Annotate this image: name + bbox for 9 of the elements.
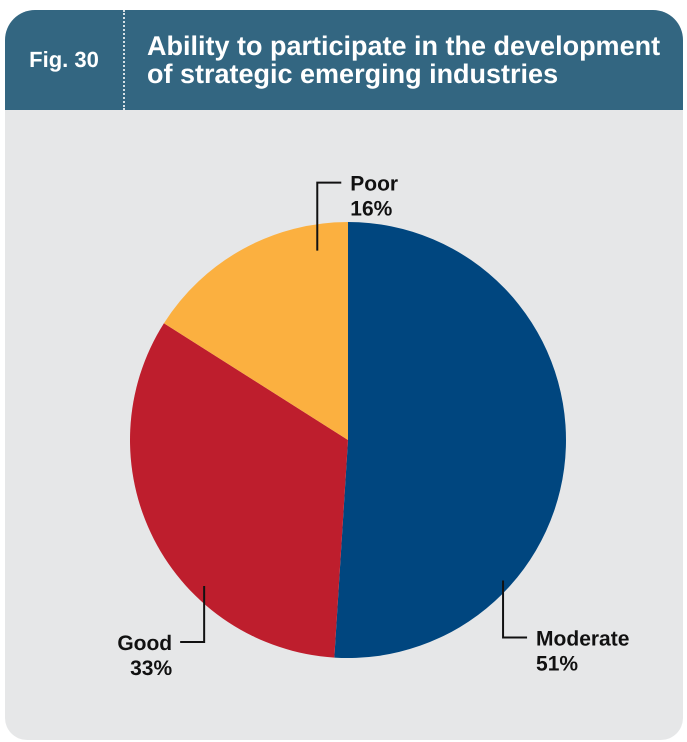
slice-label: Poor [350, 172, 398, 196]
pie-slice [164, 222, 348, 440]
slice-label: Moderate [536, 628, 630, 651]
data-label: 51% [536, 652, 578, 676]
slice-label: Good [117, 632, 172, 655]
data-label: 33% [130, 656, 172, 680]
data-label: 16% [350, 198, 393, 221]
chart-title: Ability to participate in the development of strategic emerging industries [147, 31, 662, 89]
caption: Fig. 30 [29, 47, 99, 72]
